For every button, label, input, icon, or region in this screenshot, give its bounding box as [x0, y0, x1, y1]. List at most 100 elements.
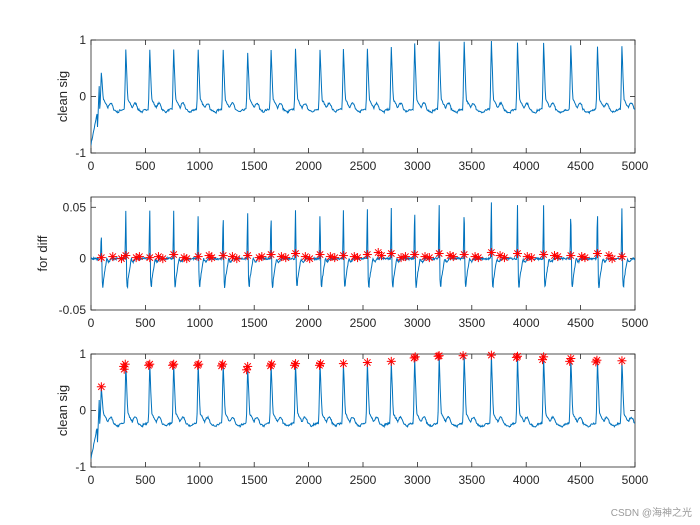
x-tick-label: 5000: [622, 316, 649, 330]
peak-marker: [121, 251, 131, 261]
x-tick-label: 4500: [567, 316, 594, 330]
x-tick-label: 4000: [513, 473, 540, 487]
x-tick-label: 3000: [404, 473, 431, 487]
x-tick-label: 1500: [241, 316, 268, 330]
x-tick-label: 3000: [404, 159, 431, 173]
x-tick-label: 3000: [404, 316, 431, 330]
peak-marker: [386, 249, 396, 258]
x-tick-label: 1000: [186, 316, 213, 330]
watermark: CSDN @海神之光: [610, 508, 692, 519]
peak-marker: [134, 252, 144, 262]
y-axis-label: for diff: [35, 235, 50, 271]
peak-marker: [300, 252, 310, 262]
peak-marker: [566, 354, 576, 364]
peak-marker: [158, 254, 168, 264]
x-tick-label: 1500: [241, 159, 268, 173]
peak-marker: [539, 352, 549, 362]
x-tick-label: 500: [135, 316, 155, 330]
y-tick-label: -0.05: [59, 303, 87, 317]
subplot-1: 0 500 1000 1500 2000 2500 3000 3500 4000 4500 5000…: [55, 33, 649, 173]
peak-marker: [486, 350, 496, 360]
peak-marker: [607, 254, 617, 264]
y-axis-label: clean sig: [55, 71, 70, 122]
x-tick-label: 4500: [567, 473, 594, 487]
peak-marker: [305, 254, 315, 264]
peak-marker: [267, 359, 277, 369]
peak-marker: [120, 359, 130, 369]
peak-marker: [218, 359, 228, 369]
y-tick-label: 0.05: [63, 200, 87, 214]
peak-marker: [527, 253, 537, 263]
peak-marker: [617, 356, 627, 366]
x-tick-label: 4000: [513, 316, 540, 330]
peak-marker: [281, 253, 291, 263]
x-tick-label: 5000: [622, 473, 649, 487]
x-tick-label: 500: [135, 159, 155, 173]
x-tick-label: 0: [88, 473, 95, 487]
x-tick-label: 2000: [295, 159, 322, 173]
peak-marker: [291, 359, 301, 369]
peak-marker: [218, 251, 228, 261]
subplot-2: 0 500 1000 1500 2000 2500 3000 3500 4000 4500 5000…: [35, 196, 649, 330]
peak-marker: [316, 359, 326, 369]
x-tick-label: 0: [88, 316, 95, 330]
peak-marker: [473, 253, 483, 263]
peak-marker: [276, 252, 286, 262]
x-tick-label: 3500: [458, 316, 485, 330]
peak-marker: [486, 247, 496, 257]
peak-marker: [458, 351, 468, 361]
peak-marker: [448, 252, 458, 262]
y-tick-label: 1: [79, 33, 86, 47]
peak-marker: [96, 253, 106, 263]
peak-marker: [592, 355, 602, 365]
series-line: [91, 354, 635, 459]
x-tick-label: 2000: [295, 316, 322, 330]
peak-marker: [566, 251, 576, 261]
x-tick-label: 500: [135, 473, 155, 487]
y-tick-label: -1: [75, 146, 86, 160]
x-tick-label: 2500: [350, 159, 377, 173]
peak-marker: [232, 254, 242, 264]
y-tick-label: 0: [79, 252, 86, 266]
peak-marker: [291, 249, 301, 258]
y-tick-label: -1: [75, 460, 86, 474]
peak-marker: [512, 249, 522, 258]
peak-marker: [182, 254, 192, 264]
peak-marker: [330, 253, 340, 263]
series-line: [91, 40, 635, 146]
peak-marker: [376, 251, 386, 261]
peak-marker: [400, 252, 410, 262]
x-tick-label: 0: [88, 159, 95, 173]
peak-marker: [338, 359, 348, 369]
peak-marker: [243, 361, 253, 371]
x-tick-label: 1000: [186, 159, 213, 173]
peak-marker: [169, 359, 179, 369]
y-tick-label: 0: [79, 90, 86, 104]
peak-marker: [539, 250, 549, 260]
peak-marker: [243, 251, 253, 261]
x-tick-label: 1500: [241, 473, 268, 487]
peak-marker: [169, 250, 179, 260]
series-line: [91, 202, 635, 290]
peak-marker: [108, 252, 118, 262]
peak-marker: [410, 250, 420, 260]
subplot-3: 0 500 1000 1500 2000 2500 3000 3500 4000 4500 5000…: [55, 347, 649, 487]
peak-marker: [96, 382, 106, 392]
peak-marker: [194, 359, 204, 369]
peak-marker: [459, 250, 469, 260]
peak-marker: [338, 251, 348, 261]
peak-marker: [362, 357, 372, 367]
x-tick-label: 4000: [513, 159, 540, 173]
peak-marker: [116, 254, 126, 264]
peak-marker: [145, 253, 155, 263]
peak-marker: [410, 352, 420, 362]
peak-marker: [580, 253, 590, 263]
peak-marker: [592, 249, 602, 258]
x-tick-label: 2500: [350, 316, 377, 330]
peak-marker: [207, 253, 217, 263]
y-tick-label: 0: [79, 404, 86, 418]
x-tick-label: 2500: [350, 473, 377, 487]
peak-marker: [553, 252, 563, 262]
peak-marker: [434, 351, 444, 361]
